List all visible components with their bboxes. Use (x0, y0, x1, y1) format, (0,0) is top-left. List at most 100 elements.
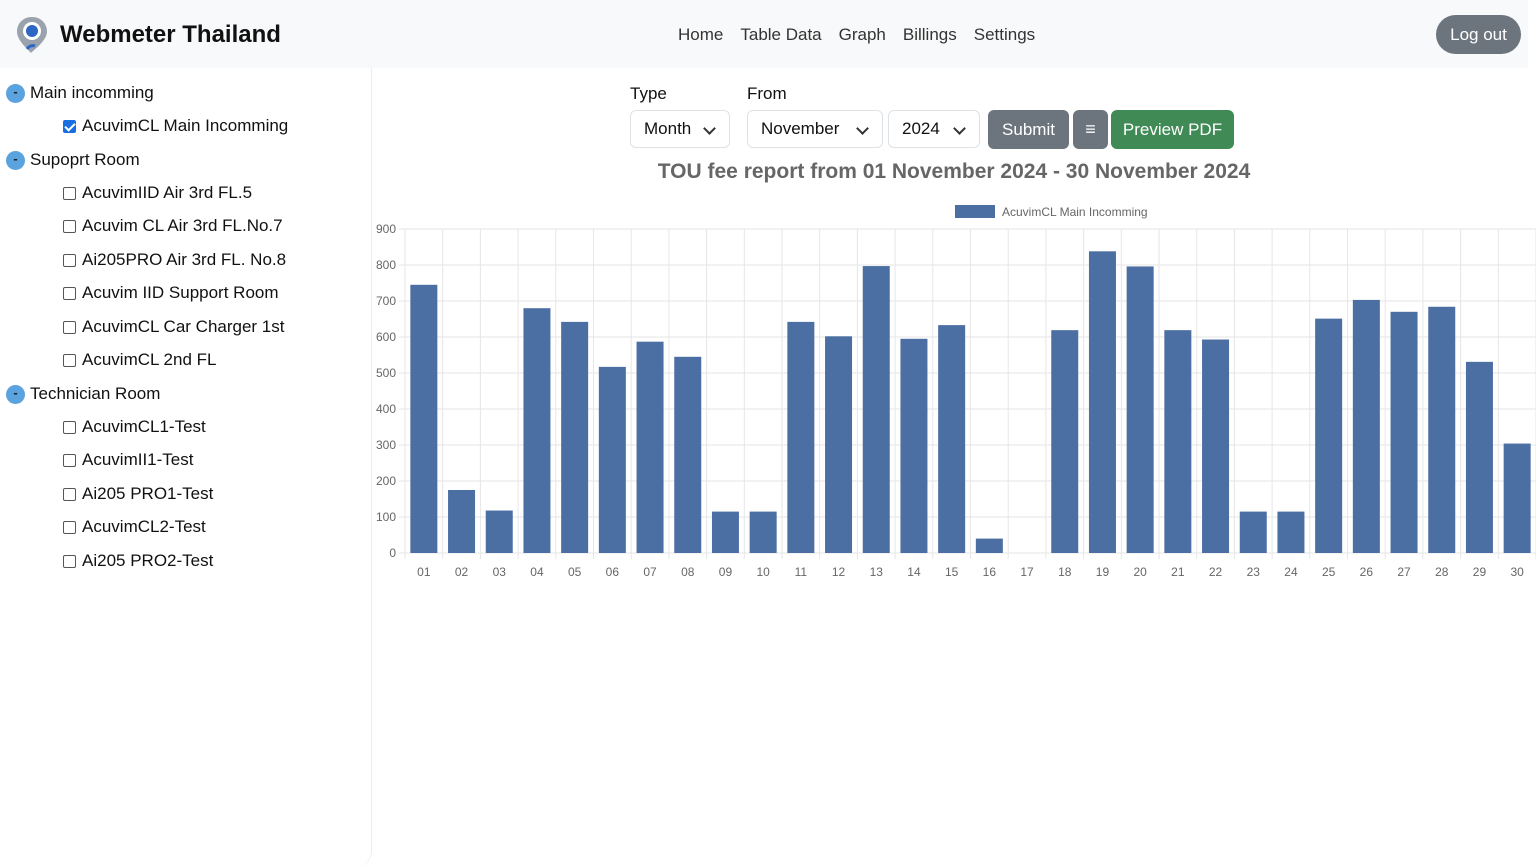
tree-group-label[interactable]: Supoprt Room (30, 150, 140, 169)
nav-graph[interactable]: Graph (838, 25, 886, 44)
bar (485, 510, 513, 553)
tree-item[interactable]: Ai205 PRO2-Test (63, 550, 213, 572)
nav-settings[interactable]: Settings (973, 25, 1036, 44)
navbar: Webmeter Thailand Home Table Data Graph … (0, 0, 1528, 68)
x-tick-label: 02 (455, 565, 469, 579)
y-tick-label: 200 (376, 474, 396, 488)
legend-swatch (955, 205, 995, 218)
bar (1315, 318, 1343, 553)
tree-item[interactable]: Ai205PRO Air 3rd FL. No.8 (63, 249, 286, 271)
nav-table-data[interactable]: Table Data (740, 25, 822, 44)
bar (1277, 511, 1305, 553)
tree-item-label[interactable]: AcuvimCL1-Test (82, 417, 206, 436)
tree-item[interactable]: AcuvimII1-Test (63, 449, 193, 471)
bar (1390, 311, 1418, 553)
y-tick-label: 800 (376, 258, 396, 272)
meter-checkbox[interactable] (63, 487, 76, 501)
menu-icon[interactable]: ≡ (1073, 110, 1108, 149)
tree-item[interactable]: Acuvim IID Support Room (63, 282, 279, 304)
x-tick-label: 08 (681, 565, 695, 579)
tree-group-label[interactable]: Technician Room (30, 384, 161, 403)
meter-checkbox[interactable] (63, 453, 76, 467)
tree-item-label[interactable]: Ai205 PRO2-Test (82, 551, 214, 570)
x-tick-label: 24 (1284, 565, 1298, 579)
meter-checkbox[interactable] (63, 554, 76, 568)
tree-item[interactable]: AcuvimCL Car Charger 1st (63, 316, 285, 338)
meter-checkbox[interactable] (63, 420, 76, 434)
year-select-value: 2024 (902, 119, 940, 138)
bar (636, 341, 664, 553)
y-tick-label: 900 (376, 222, 396, 236)
tree-item-label[interactable]: AcuvimCL 2nd FL (82, 350, 217, 369)
tree-item-label[interactable]: Acuvim IID Support Room (82, 283, 279, 302)
x-tick-label: 29 (1473, 565, 1487, 579)
x-tick-label: 15 (945, 565, 959, 579)
meter-checkbox[interactable] (63, 286, 76, 300)
logout-button[interactable]: Log out (1436, 15, 1521, 54)
tree-item[interactable]: AcuvimCL Main Incomming (63, 115, 288, 137)
tree-item-label[interactable]: Acuvim CL Air 3rd FL.No.7 (82, 216, 283, 235)
tree-group-technician-room[interactable]: - Technician Room (6, 382, 160, 406)
bar (1088, 251, 1116, 553)
year-select[interactable]: 2024 (888, 110, 980, 148)
x-tick-label: 10 (756, 565, 770, 579)
type-select[interactable]: Month (630, 110, 730, 148)
month-select[interactable]: November (747, 110, 883, 148)
type-select-value: Month (644, 119, 692, 138)
x-tick-label: 14 (907, 565, 921, 579)
tree-group-main-incomming[interactable]: - Main incomming (6, 81, 154, 105)
tree-item[interactable]: Ai205 PRO1-Test (63, 483, 213, 505)
bar (787, 321, 815, 553)
nav-billings[interactable]: Billings (902, 25, 957, 44)
tou-bar-chart: 0 100 200 300 400 500 600 700 800 900 01 02 03 04 05 06… (376, 205, 1536, 579)
meter-checkbox[interactable] (63, 186, 76, 200)
tree-item[interactable]: AcuvimCL 2nd FL (63, 349, 216, 371)
tree-item-label[interactable]: AcuvimIID Air 3rd FL.5 (82, 183, 253, 202)
x-tick-label: 17 (1020, 565, 1034, 579)
tree-item-label[interactable]: AcuvimCL2-Test (82, 517, 206, 536)
meter-checkbox[interactable] (63, 353, 76, 367)
tree-item-label[interactable]: AcuvimCL Main Incomming (82, 116, 289, 135)
tree-group-label[interactable]: Main incomming (30, 83, 154, 102)
collapse-toggle-icon[interactable]: - (6, 150, 25, 170)
meter-checkbox[interactable] (63, 320, 76, 334)
brand-title[interactable]: Webmeter Thailand (60, 21, 281, 48)
bar (900, 338, 928, 553)
bar (1428, 306, 1456, 553)
meter-checkbox[interactable] (63, 219, 76, 233)
bar (938, 325, 966, 553)
bar (674, 356, 702, 553)
meter-checkbox[interactable] (63, 253, 76, 267)
y-tick-label: 0 (389, 546, 396, 560)
bar (1051, 330, 1079, 553)
y-tick-label: 700 (376, 294, 396, 308)
tree-item-label[interactable]: Ai205 PRO1-Test (82, 484, 214, 503)
tree-item[interactable]: AcuvimIID Air 3rd FL.5 (63, 182, 252, 204)
bar (598, 366, 626, 553)
bar (1465, 361, 1493, 553)
meter-checkbox[interactable] (63, 119, 76, 133)
nav-home[interactable]: Home (678, 25, 724, 44)
x-tick-label: 13 (870, 565, 884, 579)
x-tick-label: 09 (719, 565, 733, 579)
x-tick-label: 06 (606, 565, 620, 579)
collapse-toggle-icon[interactable]: - (6, 384, 25, 404)
type-label: Type (630, 84, 667, 103)
bar (862, 266, 890, 553)
meter-checkbox[interactable] (63, 520, 76, 534)
submit-button[interactable]: Submit (988, 110, 1069, 149)
tree-group-support-room[interactable]: - Supoprt Room (6, 148, 140, 172)
x-tick-label: 21 (1171, 565, 1185, 579)
x-tick-label: 27 (1397, 565, 1411, 579)
map-pin-logo-icon[interactable] (15, 15, 49, 55)
tree-item[interactable]: AcuvimCL2-Test (63, 516, 206, 538)
tree-item[interactable]: Acuvim CL Air 3rd FL.No.7 (63, 215, 283, 237)
x-tick-label: 16 (983, 565, 997, 579)
x-tick-label: 23 (1247, 565, 1261, 579)
tree-item-label[interactable]: Ai205PRO Air 3rd FL. No.8 (82, 250, 287, 269)
collapse-toggle-icon[interactable]: - (6, 83, 25, 103)
preview-pdf-button[interactable]: Preview PDF (1111, 110, 1234, 149)
tree-item-label[interactable]: AcuvimCL Car Charger 1st (82, 317, 285, 336)
tree-item-label[interactable]: AcuvimII1-Test (82, 450, 194, 469)
tree-item[interactable]: AcuvimCL1-Test (63, 416, 206, 438)
